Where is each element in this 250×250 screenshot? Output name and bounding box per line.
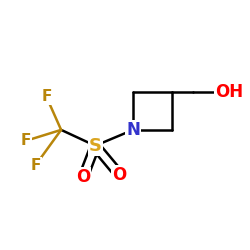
Text: F: F <box>20 133 31 148</box>
Text: N: N <box>126 121 140 139</box>
Text: OH: OH <box>215 83 243 101</box>
Text: O: O <box>76 168 90 186</box>
Text: S: S <box>89 137 102 155</box>
Text: F: F <box>30 158 41 173</box>
Text: F: F <box>41 90 52 104</box>
Text: O: O <box>112 166 127 184</box>
